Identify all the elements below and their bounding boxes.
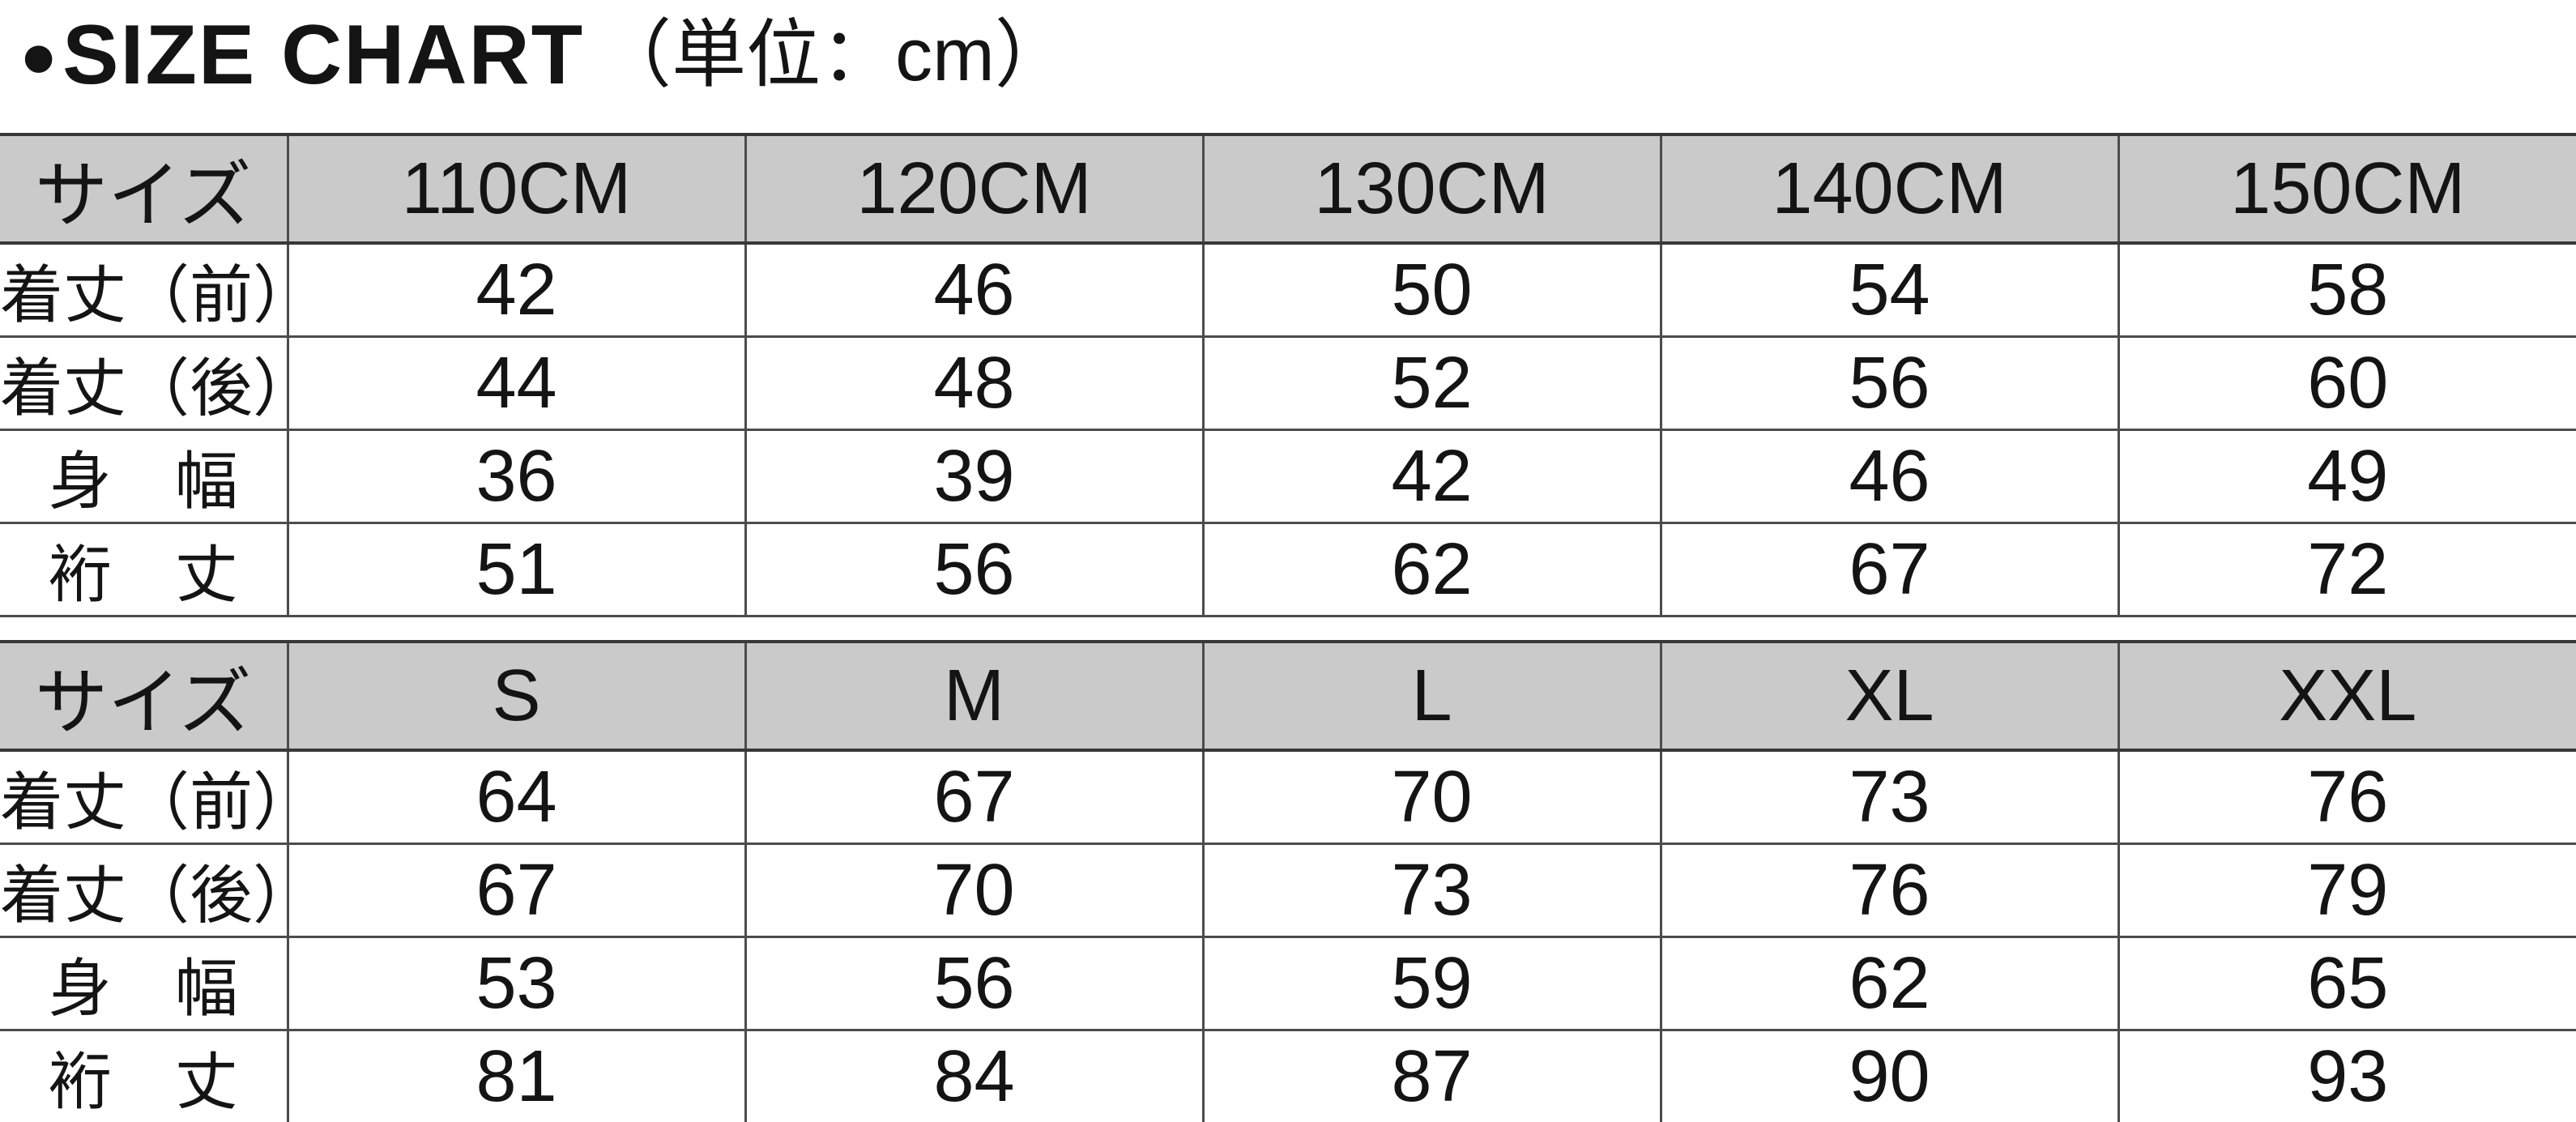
- value-cell: 58: [2118, 243, 2576, 337]
- header-row: サイズ S M L XL XXL: [0, 642, 2576, 750]
- value-cell: 46: [1661, 430, 2118, 523]
- value-cell: 42: [288, 243, 745, 337]
- table-row-body-length-front: 着丈（前） 64 67 70 73 76: [0, 750, 2576, 844]
- header-cell-130cm: 130CM: [1203, 134, 1661, 243]
- value-cell: 50: [1203, 243, 1661, 337]
- header-row: サイズ 110CM 120CM 130CM 140CM 150CM: [0, 134, 2576, 243]
- value-cell: 56: [745, 523, 1203, 616]
- value-cell: 42: [1203, 430, 1661, 523]
- value-cell: 56: [1661, 337, 2118, 430]
- title-bullet-icon: ●: [19, 23, 58, 87]
- value-cell: 84: [745, 1030, 1203, 1122]
- value-cell: 48: [745, 337, 1203, 430]
- header-cell-size-label: サイズ: [0, 134, 288, 243]
- value-cell: 51: [288, 523, 745, 616]
- value-cell: 67: [745, 750, 1203, 844]
- header-cell-110cm: 110CM: [288, 134, 745, 243]
- value-cell: 70: [1203, 750, 1661, 844]
- value-cell: 67: [1661, 523, 2118, 616]
- value-cell: 73: [1661, 750, 2118, 844]
- value-cell: 59: [1203, 937, 1661, 1030]
- value-cell: 60: [2118, 337, 2576, 430]
- value-cell: 52: [1203, 337, 1661, 430]
- header-cell-l: L: [1203, 642, 1661, 750]
- size-chart-page: ● SIZE CHART （単位：cm） サイズ 110CM 120CM 130…: [0, 6, 2576, 1081]
- value-cell: 76: [1661, 844, 2118, 937]
- title-text: SIZE CHART: [62, 13, 584, 97]
- table-row-body-length-front: 着丈（前） 42 46 50 54 58: [0, 243, 2576, 337]
- value-cell: 72: [2118, 523, 2576, 616]
- value-cell: 73: [1203, 844, 1661, 937]
- value-cell: 79: [2118, 844, 2576, 937]
- value-cell: 93: [2118, 1030, 2576, 1122]
- page-title: ● SIZE CHART （単位：cm）: [19, 6, 2576, 104]
- value-cell: 39: [745, 430, 1203, 523]
- header-cell-s: S: [288, 642, 745, 750]
- value-cell: 67: [288, 844, 745, 937]
- title-unit: （単位：cm）: [597, 18, 1069, 92]
- value-cell: 53: [288, 937, 745, 1030]
- value-cell: 62: [1661, 937, 2118, 1030]
- row-label: 身 幅: [0, 430, 288, 523]
- header-cell-size-label: サイズ: [0, 642, 288, 750]
- row-label: 着丈（後）: [0, 337, 288, 430]
- header-cell-m: M: [745, 642, 1203, 750]
- value-cell: 54: [1661, 243, 2118, 337]
- table-row-sleeve-length: 裄 丈 81 84 87 90 93: [0, 1030, 2576, 1122]
- value-cell: 76: [2118, 750, 2576, 844]
- row-label: 着丈（後）: [0, 844, 288, 937]
- table-row-body-length-back: 着丈（後） 67 70 73 76 79: [0, 844, 2576, 937]
- value-cell: 90: [1661, 1030, 2118, 1122]
- row-label: 裄 丈: [0, 523, 288, 616]
- value-cell: 64: [288, 750, 745, 844]
- value-cell: 81: [288, 1030, 745, 1122]
- header-cell-xxl: XXL: [2118, 642, 2576, 750]
- value-cell: 56: [745, 937, 1203, 1030]
- table-row-body-length-back: 着丈（後） 44 48 52 56 60: [0, 337, 2576, 430]
- header-cell-150cm: 150CM: [2118, 134, 2576, 243]
- size-table-kids: サイズ 110CM 120CM 130CM 140CM 150CM 着丈（前） …: [0, 133, 2576, 617]
- value-cell: 70: [745, 844, 1203, 937]
- header-cell-xl: XL: [1661, 642, 2118, 750]
- header-cell-120cm: 120CM: [745, 134, 1203, 243]
- value-cell: 46: [745, 243, 1203, 337]
- row-label: 裄 丈: [0, 1030, 288, 1122]
- row-label: 着丈（前）: [0, 243, 288, 337]
- row-label: 着丈（前）: [0, 750, 288, 844]
- table-row-body-width: 身 幅 36 39 42 46 49: [0, 430, 2576, 523]
- value-cell: 87: [1203, 1030, 1661, 1122]
- header-cell-140cm: 140CM: [1661, 134, 2118, 243]
- table-row-sleeve-length: 裄 丈 51 56 62 67 72: [0, 523, 2576, 616]
- size-table-adult: サイズ S M L XL XXL 着丈（前） 64 67 70 73 76 着丈…: [0, 640, 2576, 1122]
- row-label: 身 幅: [0, 937, 288, 1030]
- value-cell: 36: [288, 430, 745, 523]
- table-row-body-width: 身 幅 53 56 59 62 65: [0, 937, 2576, 1030]
- value-cell: 65: [2118, 937, 2576, 1030]
- value-cell: 62: [1203, 523, 1661, 616]
- value-cell: 44: [288, 337, 745, 430]
- value-cell: 49: [2118, 430, 2576, 523]
